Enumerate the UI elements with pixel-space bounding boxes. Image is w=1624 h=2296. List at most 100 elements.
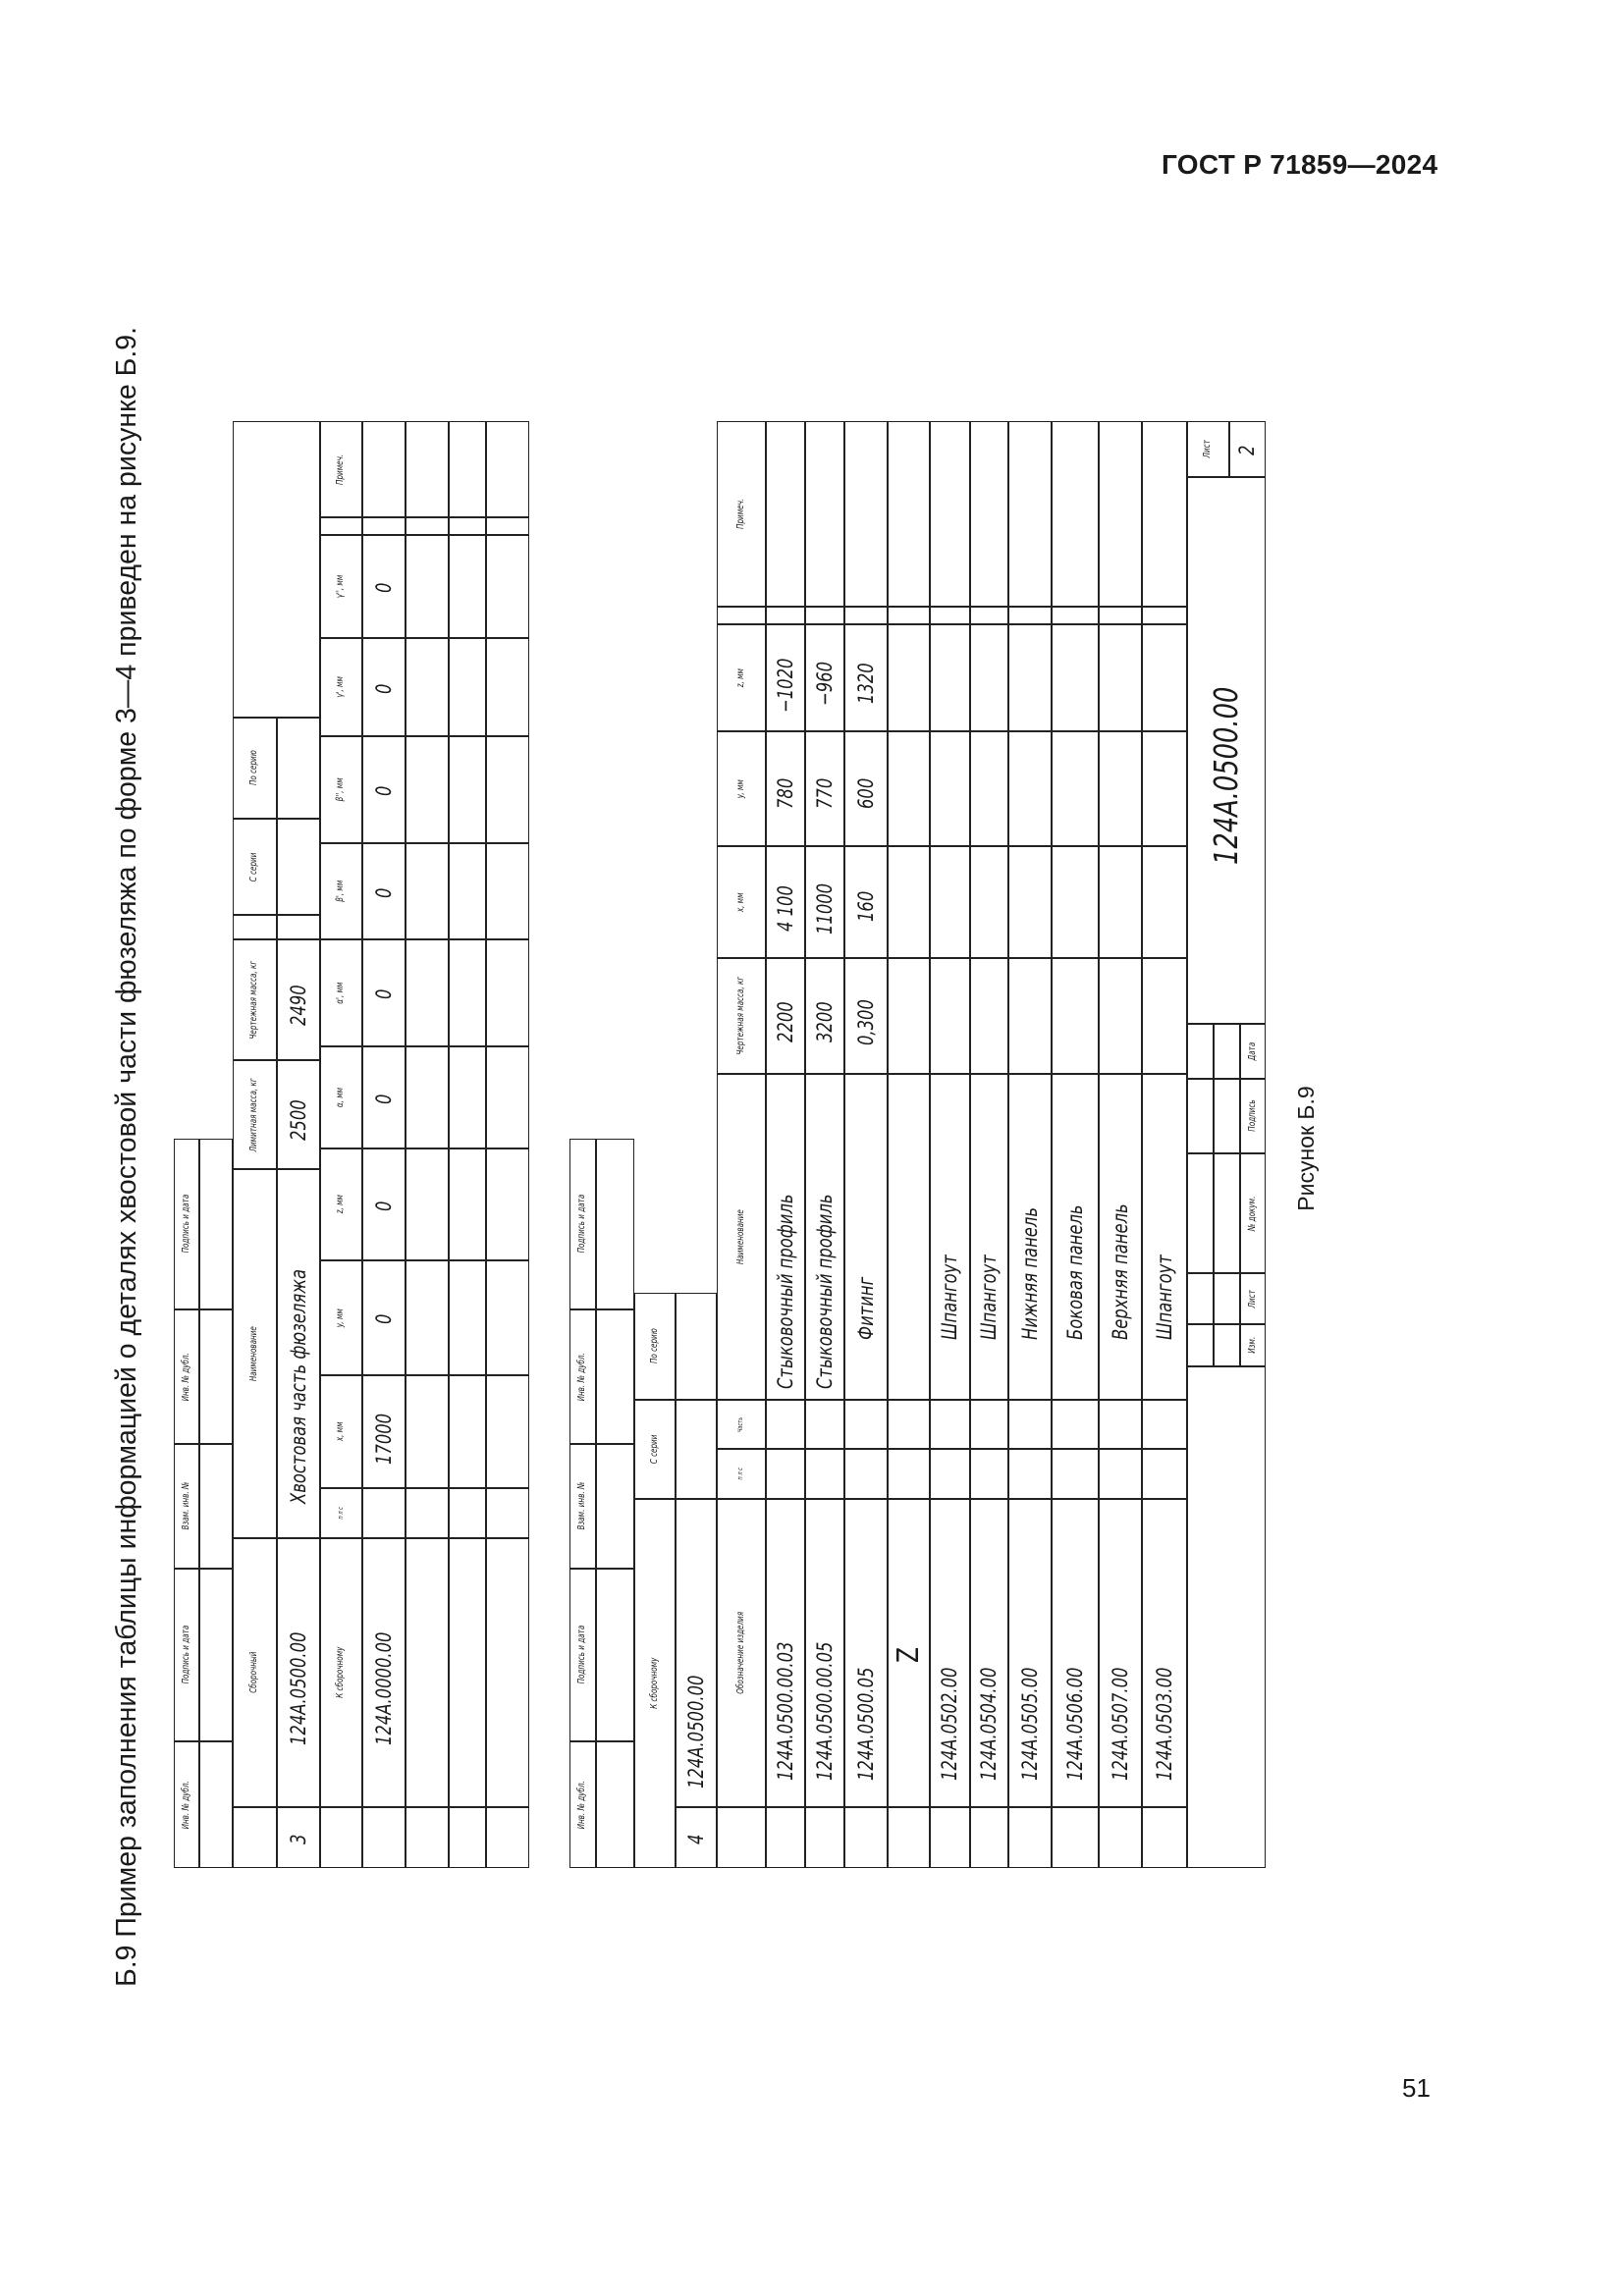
form4-header: К сборочному [634, 1499, 676, 1868]
form4-field [930, 421, 970, 607]
form3-header: γ'', мм [320, 535, 362, 638]
form4-designation-cell-text: 124А.0507.00 [1108, 1667, 1132, 1781]
form3-header-text: п л с [336, 1507, 345, 1520]
stamp-strip-label: Подпись и дата [174, 1139, 199, 1309]
form4-field [1142, 1400, 1187, 1449]
form4-field [970, 421, 1008, 607]
form4-field [676, 1400, 717, 1499]
form4-field [1099, 1449, 1142, 1499]
form4-field [766, 1400, 805, 1449]
form3-value: 0 [362, 638, 406, 736]
form4-x-cell-text: 11000 [812, 883, 837, 935]
form3-header-text: α, мм [335, 1087, 347, 1108]
form4-z-cell [930, 624, 970, 731]
form3-value [486, 1538, 529, 1807]
stamp-strip-label: Подпись и дата [569, 1139, 596, 1309]
form4-field [805, 607, 844, 624]
form4-x-cell [888, 846, 930, 958]
stamp-strip-label: Инв. № дубл. [569, 1741, 596, 1868]
title-block-field [1187, 1024, 1214, 1079]
form3-header: β'', мм [320, 736, 362, 843]
title-block-field [1187, 1273, 1214, 1324]
form3-value-text: 3 [286, 1834, 310, 1844]
form4-z-cell [970, 624, 1008, 731]
form3-value-text: 0 [371, 1094, 396, 1104]
form3-header-text: β'', мм [335, 777, 347, 802]
form3-value [486, 843, 529, 939]
form4-field [805, 1449, 844, 1499]
form4-header-text: К сборочному [648, 1657, 660, 1710]
document-standard-header: ГОСТ Р 71859—2024 [1162, 149, 1438, 180]
form3-value [406, 1807, 449, 1868]
form3-value-text: 0 [371, 887, 396, 898]
stamp-strip-label-text: Взам. инв. № [576, 1482, 588, 1530]
form4-header-text: Часть [736, 1416, 745, 1432]
form4-field [1008, 607, 1052, 624]
form4-mass-cell [970, 958, 1008, 1074]
form4-header-text: С серии [648, 1434, 660, 1465]
form3-value-text: 0 [371, 683, 396, 694]
form3-value [406, 1488, 449, 1538]
form4-field [844, 1807, 888, 1868]
title-block-field [1214, 1153, 1240, 1273]
form3-value [406, 1538, 449, 1807]
fuselage-tail-parts-form: Инв. № дубл. Подпись и дата Взам. инв. № Ин… [174, 421, 1266, 1868]
form3-header [233, 915, 277, 939]
form3-value: 17000 [362, 1375, 406, 1488]
stamp-strip-label-text: Инв. № дубл. [180, 1352, 191, 1402]
stamp-strip-label-text: Инв. № дубл. [180, 1780, 191, 1830]
stamp-strip-field [199, 1309, 233, 1444]
form3-header: По серию [233, 718, 277, 819]
form3-header-text: Наименование [248, 1326, 260, 1381]
form4-field [888, 607, 930, 624]
form3-header: α, мм [320, 1046, 362, 1148]
form4-field [970, 1449, 1008, 1499]
form4-field [1008, 421, 1052, 607]
form4-name-cell: Верхняя панель [1099, 1074, 1142, 1400]
form3-value [449, 421, 486, 517]
form4-name-cell: Фитинг [844, 1074, 888, 1400]
stamp-strip-label-text: Инв. № дубл. [576, 1352, 588, 1402]
form4-name-cell: Стыковочный профиль [766, 1074, 805, 1400]
form3-header: Сборочный [233, 1538, 277, 1807]
stamp-strip-label: Инв. № дубл. [174, 1741, 199, 1868]
form4-field [1099, 1400, 1142, 1449]
form4-header-text: Примеч. [734, 498, 746, 530]
form4-mass-cell [1099, 958, 1142, 1074]
form4-z-cell: −960 [805, 624, 844, 731]
form3-value: 124А.0000.00 [362, 1538, 406, 1807]
form3-value-text: 2500 [286, 1099, 310, 1142]
title-block-label-text: Подпись [1246, 1099, 1258, 1133]
form4-x-cell: 160 [844, 846, 888, 958]
form4-field [766, 1449, 805, 1499]
form4-y-cell [1099, 731, 1142, 846]
form4-field [844, 1400, 888, 1449]
form4-z-cell-text: −1020 [773, 658, 797, 714]
form4-to-assembly-text: 124А.0500.00 [683, 1675, 708, 1789]
form3-value [449, 736, 486, 843]
form3-value [486, 535, 529, 638]
title-block-field [1214, 1024, 1240, 1079]
form3-value [406, 939, 449, 1046]
form4-field [766, 607, 805, 624]
form4-field [1008, 1449, 1052, 1499]
form3-value [277, 819, 320, 915]
form4-x-cell [1008, 846, 1052, 958]
form4-x-cell [930, 846, 970, 958]
form3-header [320, 517, 362, 535]
form3-header: α', мм [320, 939, 362, 1046]
form4-designation-cell-text: 124А.0505.00 [1017, 1667, 1042, 1781]
form4-name-cell-text: Стыковочный профиль [812, 1194, 837, 1389]
form4-designation-cell: 124А.0507.00 [1099, 1499, 1142, 1807]
form4-to-assembly: 124А.0500.00 [676, 1499, 717, 1807]
form4-name-cell: Нижняя панель [1008, 1074, 1052, 1400]
form3-header-text: γ'', мм [335, 574, 347, 599]
form4-field [1052, 1807, 1099, 1868]
form4-x-cell-text: 4 100 [773, 885, 797, 933]
form4-mass-cell [1142, 958, 1187, 1074]
form3-value [486, 1260, 529, 1375]
form3-value [449, 1488, 486, 1538]
title-block-field [1214, 1079, 1240, 1153]
form4-y-cell [930, 731, 970, 846]
form4-field [1099, 607, 1142, 624]
